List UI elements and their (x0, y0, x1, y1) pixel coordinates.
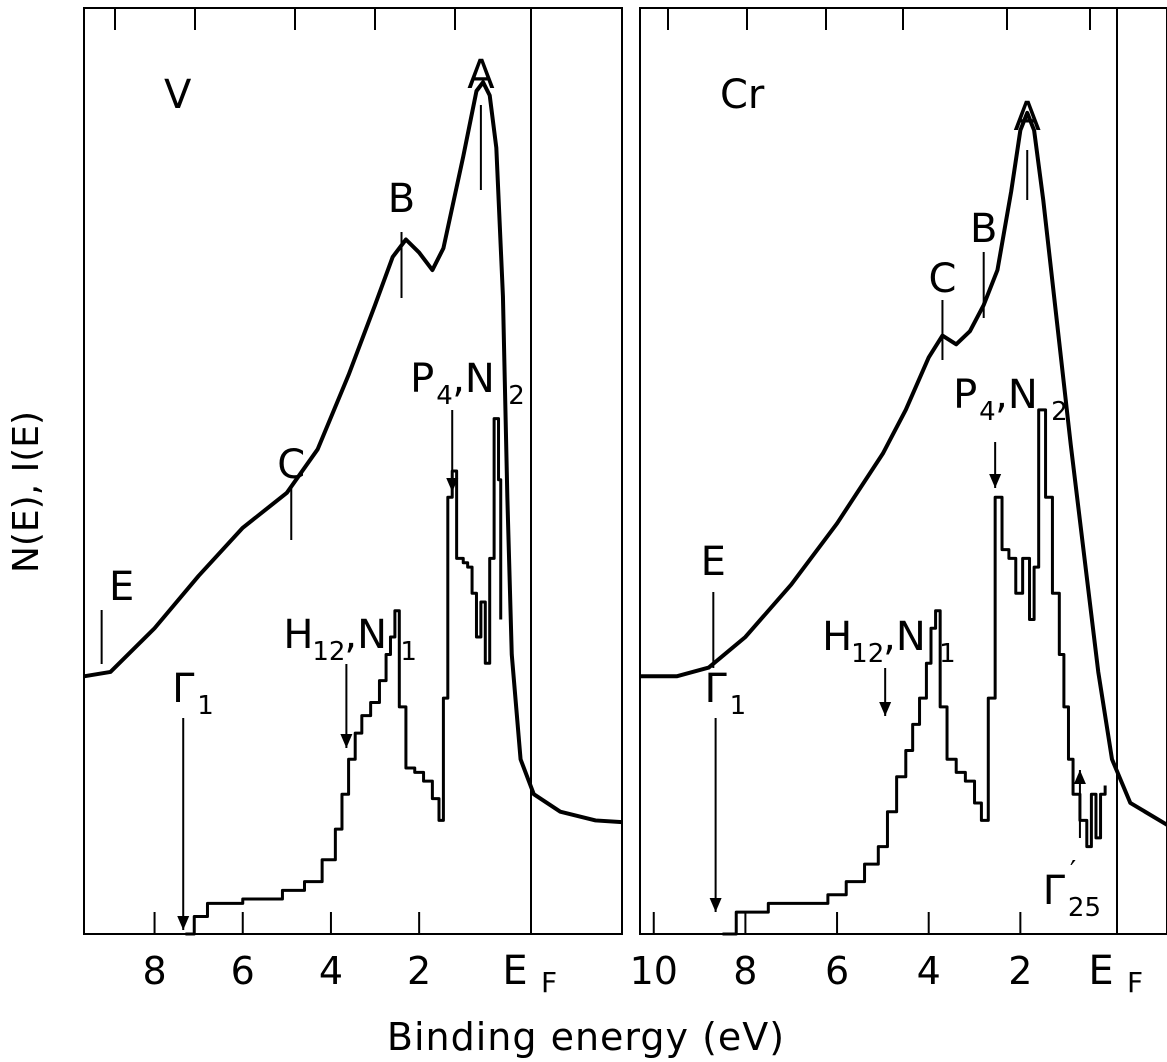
panel-label: Cr (720, 72, 765, 118)
photoemission-spectrum-line (83, 80, 623, 825)
plot-frame (639, 7, 1167, 935)
annotation-label: P (953, 372, 977, 418)
x-tick-label: 10 (630, 949, 678, 993)
annotation-label-2: ,N (452, 356, 495, 402)
annotation-label-2: ,N (995, 372, 1038, 418)
plot-frame (83, 7, 623, 935)
y-axis-label: N(E), I(E) (6, 411, 47, 573)
x-axis-label: Binding energy (eV) (387, 1015, 785, 1059)
annotation-label: C (277, 442, 305, 488)
x-tick-label: 2 (1008, 949, 1032, 993)
arrow-head (1073, 770, 1086, 784)
annotation-subscript-2: 2 (508, 381, 525, 411)
annotation-subscript: 1 (730, 691, 747, 721)
annotation-label: Γ (172, 666, 195, 712)
annotation-label: H (283, 612, 313, 658)
annotation-label: A (1014, 94, 1042, 140)
arrow-head (989, 474, 1002, 488)
x-tick-label: 2 (407, 949, 431, 993)
annotation-subscript-2: 2 (1051, 397, 1068, 427)
arrow-head (879, 702, 892, 716)
fermi-label-subscript: F (1127, 966, 1143, 999)
annotation-subscript: 12 (312, 637, 345, 667)
annotation-subscript: 4 (436, 381, 453, 411)
fermi-label: E (502, 948, 527, 994)
annotation-label: C (928, 256, 956, 302)
photoemission-spectrum-line (640, 110, 1167, 827)
annotation-label: Γ (1043, 868, 1066, 914)
dos-histogram-line (185, 417, 503, 936)
annotation-label: H (822, 614, 852, 660)
panel-label: V (164, 72, 192, 118)
arrow-head (446, 478, 459, 492)
dos-histogram-line (722, 408, 1107, 936)
annotation-label-2: ,N (344, 612, 387, 658)
annotation-subscript-2: 1 (939, 639, 956, 669)
fermi-label: E (1088, 948, 1113, 994)
x-tick-label: 6 (231, 949, 255, 993)
arrow-head (340, 734, 353, 748)
annotation-subscript-2: 1 (400, 637, 417, 667)
x-tick-label: 8 (733, 949, 757, 993)
annotation-subscript: 4 (979, 397, 996, 427)
annotation-label: B (970, 206, 997, 252)
annotation-subscript: 1 (197, 691, 214, 721)
annotation-label: A (467, 52, 495, 98)
arrow-head (177, 916, 190, 930)
annotation-label: E (701, 539, 726, 585)
annotation-subscript: 12 (851, 639, 884, 669)
x-tick-label: 8 (142, 949, 166, 993)
x-tick-label: 4 (917, 949, 941, 993)
x-tick-label: 4 (319, 949, 343, 993)
annotation-label: P (410, 356, 434, 402)
x-tick-label: 6 (825, 949, 849, 993)
annotation-prime: ′ (1070, 854, 1076, 887)
annotation-label: Γ (704, 666, 727, 712)
annotation-label: B (388, 176, 415, 222)
fermi-label-subscript: F (541, 966, 557, 999)
annotation-label: E (109, 564, 134, 610)
annotation-subscript: 25 (1068, 893, 1101, 923)
annotation-label-2: ,N (883, 614, 926, 660)
arrow-head (709, 898, 722, 912)
